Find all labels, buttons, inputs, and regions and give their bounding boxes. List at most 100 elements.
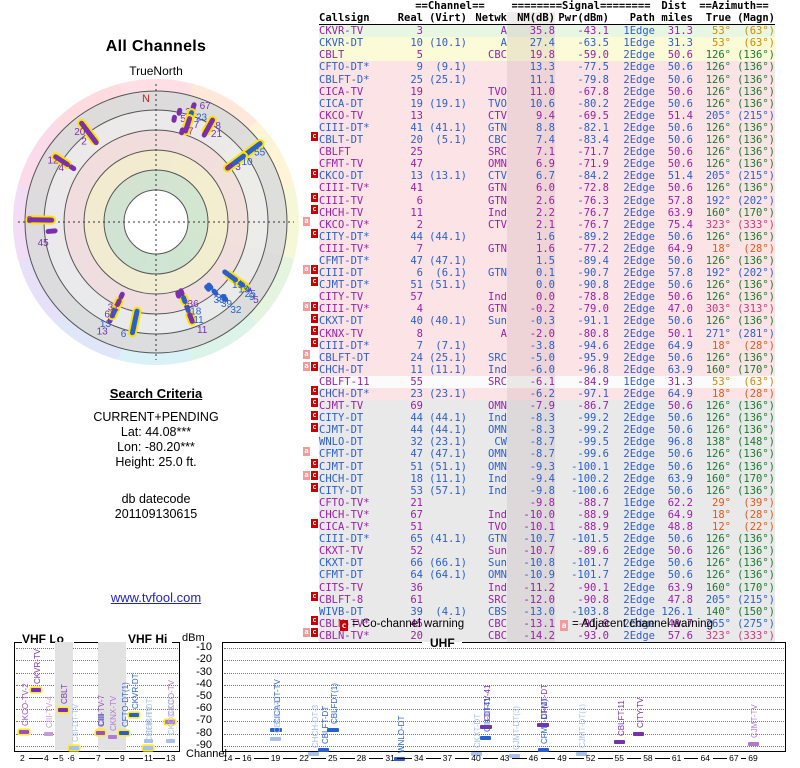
table-row[interactable]: WNLO-DT 32 (23.1) CW -8.7 -99.5 2Edge 96.8 138° (… xyxy=(319,436,775,449)
spectrum-bar-label: CFTO-DT(1) xyxy=(121,682,130,728)
vhf-x-tick: 7 xyxy=(96,753,101,763)
channel-marker: 7 xyxy=(181,114,200,136)
table-row[interactable]: CFMT-DT 47 (47.1) OMN -8.7 -99.6 2Edge 50.6 126°… xyxy=(319,448,775,461)
table-row[interactable]: CIII-DT* 41 (41.1) GTN 8.8 -82.1 2Edge 50.6 126°… xyxy=(319,121,775,135)
signal-band-rings xyxy=(24,91,287,354)
cell-power: -95.9 xyxy=(577,351,609,364)
table-row[interactable]: CKXT-DT 66 (66.1) Sun -10.8 -101.7 2Edge 50.6 12… xyxy=(319,557,775,570)
cell-azimuth-magnetic: (170°) xyxy=(737,472,775,485)
table-row[interactable]: CHCH-DT 18 (11.1) Ind -9.4 -100.2 2Edge 63.9 160… xyxy=(319,472,775,485)
table-row[interactable]: CIII-DT 6 (6.1) GTN 0.1 -90.7 2Edge 57.8 192° (20… xyxy=(319,267,775,280)
adjacent-channel-warning: a xyxy=(303,628,310,638)
table-row[interactable]: CKVR-TV 3 A 35.8 -43.1 1Edge 31.3 53° (63°) xyxy=(319,24,775,38)
cell-virtual-channel xyxy=(423,594,467,606)
cell-azimuth-magnetic: (136°) xyxy=(737,291,775,304)
uhf-label: UHF xyxy=(430,636,455,650)
cell-azimuth-magnetic: (63°) xyxy=(743,25,775,38)
cell-real-channel: 40 xyxy=(410,315,423,328)
table-row[interactable]: CICA-TV 19 TVO 11.0 -67.8 2Edge 50.6 126° (136°) xyxy=(319,85,775,98)
table-row[interactable]: CHCH-DT 11 (11.1) Ind -6.0 -96.8 2Edge 63.9 160°… xyxy=(319,363,775,376)
cell-callsign: CHCH-TV xyxy=(319,206,364,219)
cell-azimuth-magnetic: (150°) xyxy=(737,605,775,618)
cell-azimuth-true: 205° xyxy=(705,170,731,183)
table-row[interactable]: CJMT-DT 44 (44.1) OMN -8.3 -99.2 2Edge 50.6 126°… xyxy=(319,424,775,437)
table-row[interactable]: CIII-TV* 41 GTN 6.0 -72.8 2Edge 50.6 126° (136°) xyxy=(319,182,775,195)
table-row[interactable]: CIII-TV* 4 GTN -0.2 -79.0 2Edge 47.0 303° (313°) xyxy=(319,303,775,316)
cell-azimuth-true: 126° xyxy=(705,315,731,328)
table-row[interactable]: CJMT-DT 51 (51.1) OMN -9.3 -100.1 2Edge 50.6 126… xyxy=(319,460,775,473)
table-row[interactable]: CKCO-DT 13 (13.1) CTV 6.7 -84.2 2Edge 51.4 205° (… xyxy=(319,170,775,183)
cell-distance: 47.0 xyxy=(667,303,693,316)
table-row[interactable]: CITY-DT 44 (44.1) Ind -8.3 -99.2 2Edge 50.6 126°… xyxy=(319,412,775,425)
cell-azimuth-magnetic: (28°) xyxy=(743,339,775,352)
cell-noise-margin: 2.6 xyxy=(507,194,555,207)
cell-callsign: WNLO-DT xyxy=(319,436,364,449)
tvfool-link[interactable]: www.tvfool.com xyxy=(110,590,202,605)
table-row[interactable]: CKVR-DT 10 (10.1) A 27.4 -63.5 1Edge 31.3 53° (63… xyxy=(319,37,775,50)
table-row[interactable]: WIVB-DT 39 (4.1) CBS -13.0 -103.8 2Edge 126.1 14… xyxy=(319,605,775,618)
criteria-height: Height: 25.0 ft. xyxy=(115,455,197,469)
cell-azimuth-true: 126° xyxy=(705,134,731,147)
table-row[interactable]: CITY-DT 53 (57.1) Ind -9.8 -100.6 2Edge 50.6 126… xyxy=(319,484,775,497)
table-row[interactable]: CITS-TV 36 Ind -11.2 -90.1 2Edge 63.9 160° (170°… xyxy=(319,581,775,594)
table-row[interactable]: CIII-TV* 7 GTN 1.6 -77.2 2Edge 64.9 18° (28°) xyxy=(319,242,775,255)
table-row[interactable]: CKCO-TV* 2 CTV 2.1 -76.7 2Edge 75.4 323° (333°) xyxy=(319,218,775,231)
table-row[interactable]: CHCH-DT* 23 (23.1) -6.2 -97.1 2Edge 64.9 18° (28… xyxy=(319,388,775,401)
axis-segment xyxy=(29,758,43,760)
table-row[interactable]: CITY-TV 57 Ind 0.0 -78.8 2Edge 50.6 126° (136°) xyxy=(319,291,775,304)
table-row[interactable]: CBLFT-DT 24 (25.1) SRC -5.0 -95.9 2Edge 50.6 126… xyxy=(319,351,775,364)
uhf-plot-area xyxy=(222,642,786,752)
table-row[interactable]: CBLT 5 CBC 19.8 -59.0 2Edge 50.6 126° (136°) xyxy=(319,49,775,62)
vhf-channel-bar xyxy=(69,745,79,750)
cell-distance: 48.8 xyxy=(667,521,693,534)
table-row[interactable]: CKCO-TV 13 CTV 9.4 -69.5 2Edge 51.4 205° (215°) xyxy=(319,109,775,122)
table-row[interactable]: CFTO-DT* 9 (9.1) 13.3 -77.5 2Edge 50.6 126° (136… xyxy=(319,61,775,74)
cell-path: 2Edge xyxy=(623,363,655,376)
table-row[interactable]: CKXT-DT 40 (40.1) Sun -0.3 -91.1 2Edge 50.6 126°… xyxy=(319,315,775,328)
table-row[interactable]: CHCH-TV* 67 Ind -10.0 -88.9 2Edge 64.9 18° (28°) xyxy=(319,508,775,522)
table-row[interactable]: CBLN-TV*45CBC-13.1-91.92Edge49.7265°(275… xyxy=(319,617,775,630)
table-row[interactable]: CBLFT-8 61 SRC -12.0 -90.8 2Edge 47.8 205° (215°… xyxy=(319,593,775,606)
channel-marker: 38 xyxy=(206,282,228,304)
table-row[interactable]: CKNX-TV 8 A -2.0 -80.8 2Edge 50.1 271° (281°) xyxy=(319,327,775,340)
axis-segment xyxy=(597,758,613,760)
channel-marker-label: 4 xyxy=(59,163,65,174)
table-row[interactable]: CFMT-TV 47 OMN 6.9 -71.9 2Edge 50.6 126° (136°) xyxy=(319,158,775,171)
cell-azimuth-magnetic: (215°) xyxy=(737,109,775,122)
table-row[interactable]: CITY-DT* 44 (44.1) 1.6 -89.2 2Edge 50.6 126° (13… xyxy=(319,230,775,243)
cell-path: 2Edge xyxy=(623,254,655,267)
table-row[interactable]: CBLFT-11 55 SRC -6.1 -84.9 1Edge 31.3 53° (63°) xyxy=(319,375,775,388)
cell-virtual-channel: (10.1) xyxy=(429,37,467,50)
table-row[interactable]: CBLT-DT 20 (5.1) CBC 7.4 -83.4 2Edge 50.6 126° (1… xyxy=(319,134,775,147)
table-row[interactable]: CFMT-DT 64 (64.1) OMN -10.9 -101.7 2Edge 50.6 12… xyxy=(319,569,775,582)
table-row[interactable]: CICA-DT 19 (19.1) TVO 10.6 -80.2 2Edge 50.6 126°… xyxy=(319,97,775,110)
table-row[interactable]: CJMT-TV 69 OMN -7.9 -86.7 2Edge 50.6 126° (136°) xyxy=(319,400,775,413)
cell-callsign: WIVB-DT xyxy=(319,605,364,618)
table-row[interactable]: CIII-DT* 7 (7.1) -3.8 -94.6 2Edge 64.9 18° (28°) xyxy=(319,339,775,352)
table-row[interactable]: CBLFT 25 SRC 7.1 -71.7 2Edge 50.6 126° (136°) xyxy=(319,146,775,159)
cell-distance: 51.4 xyxy=(667,109,693,122)
table-row[interactable]: CJMT-DT* 51 (51.1) 0.0 -90.8 2Edge 50.6 126° (13… xyxy=(319,279,775,292)
table-row[interactable]: CBLN-TV* 20 CBC -14.2 -93.0 2Edge 57.6 323° (333… xyxy=(319,629,775,642)
cell-azimuth-magnetic: (136°) xyxy=(737,412,775,425)
table-row[interactable]: CFTO-TV* 21 -9.8 -88.7 1Edge 62.2 29° (39°) xyxy=(319,496,775,509)
vhf-lo-label: VHF Lo xyxy=(22,632,64,646)
table-row[interactable]: CICA-TV* 51 TVO -10.1 -88.9 2Edge 48.8 12° (22°) xyxy=(319,521,775,534)
table-row[interactable]: CHCH-TV 11 Ind 2.2 -76.7 2Edge 63.9 160° (170°) xyxy=(319,206,775,219)
cell-path: 2Edge xyxy=(623,400,655,413)
cell-real-channel: 51 xyxy=(410,460,423,473)
channel-marker: 11 xyxy=(184,303,204,326)
table-row[interactable]: CKXT-TV 52 Sun -10.7 -89.6 2Edge 50.6 126° (136°… xyxy=(319,545,775,558)
channel-marker-label: 38 xyxy=(216,293,228,304)
table-row[interactable]: CIII-TV 6 GTN 2.6 -76.3 2Edge 57.8 192° (202°) xyxy=(319,194,775,207)
cell-noise-margin: 7.4 xyxy=(507,134,555,147)
table-row[interactable]: CFMT-DT* 47 (47.1) 1.5 -89.4 2Edge 50.6 126° (13… xyxy=(319,254,775,268)
cell-azimuth-true: 126° xyxy=(705,73,731,86)
cell-azimuth-true: 126° xyxy=(705,460,731,473)
table-row[interactable]: CIII-DT* 65 (41.1) GTN -10.7 -101.5 2Edge 50.6 1… xyxy=(319,533,775,546)
table-row[interactable]: CBLFT-D* 25 (25.1) 11.1 -79.8 2Edge 50.6 126° (1… xyxy=(319,73,775,86)
cell-real-channel: 9 xyxy=(416,61,423,74)
criteria-mode: CURRENT+PENDING xyxy=(93,410,219,424)
co-channel-warning: c xyxy=(311,471,318,480)
cell-power: -99.2 xyxy=(577,424,609,437)
